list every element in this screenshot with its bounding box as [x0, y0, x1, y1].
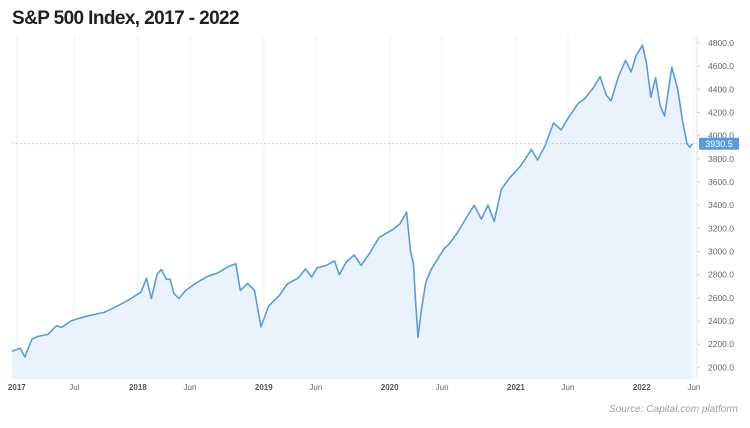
series-area [12, 45, 693, 380]
x-tick-label: 2021 [507, 383, 525, 392]
x-tick-label: Jun [184, 383, 197, 392]
y-tick-label: 2200.0 [708, 339, 734, 349]
x-tick-label: Jun [436, 383, 449, 392]
x-tick-label: Jul [69, 383, 79, 392]
x-tick-label: 2022 [633, 383, 651, 392]
x-tick-label: Jun [562, 383, 575, 392]
y-tick-label: 3400.0 [708, 200, 734, 210]
x-tick-label: 2019 [255, 383, 273, 392]
current-value-label: 3930.5 [705, 139, 733, 149]
source-note: Source: Capital.com platform [609, 404, 738, 415]
x-tick-label: 2018 [129, 383, 147, 392]
y-tick-label: 3800.0 [708, 154, 734, 164]
y-tick-label: 4600.0 [708, 61, 734, 71]
chart-title: S&P 500 Index, 2017 - 2022 [12, 8, 240, 29]
y-tick-label: 2600.0 [708, 293, 734, 303]
current-value-badge [699, 137, 739, 150]
series-line [11, 44, 694, 358]
y-tick-label: 4200.0 [708, 107, 734, 117]
x-tick-label: Jun [309, 383, 322, 392]
x-axis-ticks: 2017 Jul 2018 Jun 2019 Jun 2020 Jun 2021 Jun 2022 J… [8, 383, 700, 392]
x-tick-label: 2020 [381, 383, 399, 392]
current-value-marker: 3930.5 [12, 137, 739, 150]
y-tick-label: 3000.0 [708, 247, 734, 257]
y-tick-label: 3200.0 [708, 223, 734, 233]
y-tick-label: 4000.0 [708, 131, 734, 141]
x-tick-label: 2017 [8, 383, 26, 392]
chart-plot: 2000.0 2200.0 2400.0 2600.0 2800.0 3000.0 3200… [8, 36, 739, 392]
y-tick-label: 2400.0 [708, 316, 734, 326]
series-layer [11, 44, 694, 380]
y-tick-label: 2000.0 [708, 362, 734, 372]
y-tick-label: 2800.0 [708, 270, 734, 280]
y-axis-ticks: 2000.0 2200.0 2400.0 2600.0 2800.0 3000.0 3200… [697, 38, 734, 372]
x-tick-label: Jun [687, 383, 700, 392]
y-tick-label: 3600.0 [708, 177, 734, 187]
y-tick-label: 4400.0 [708, 84, 734, 94]
y-tick-label: 4800.0 [708, 38, 734, 48]
